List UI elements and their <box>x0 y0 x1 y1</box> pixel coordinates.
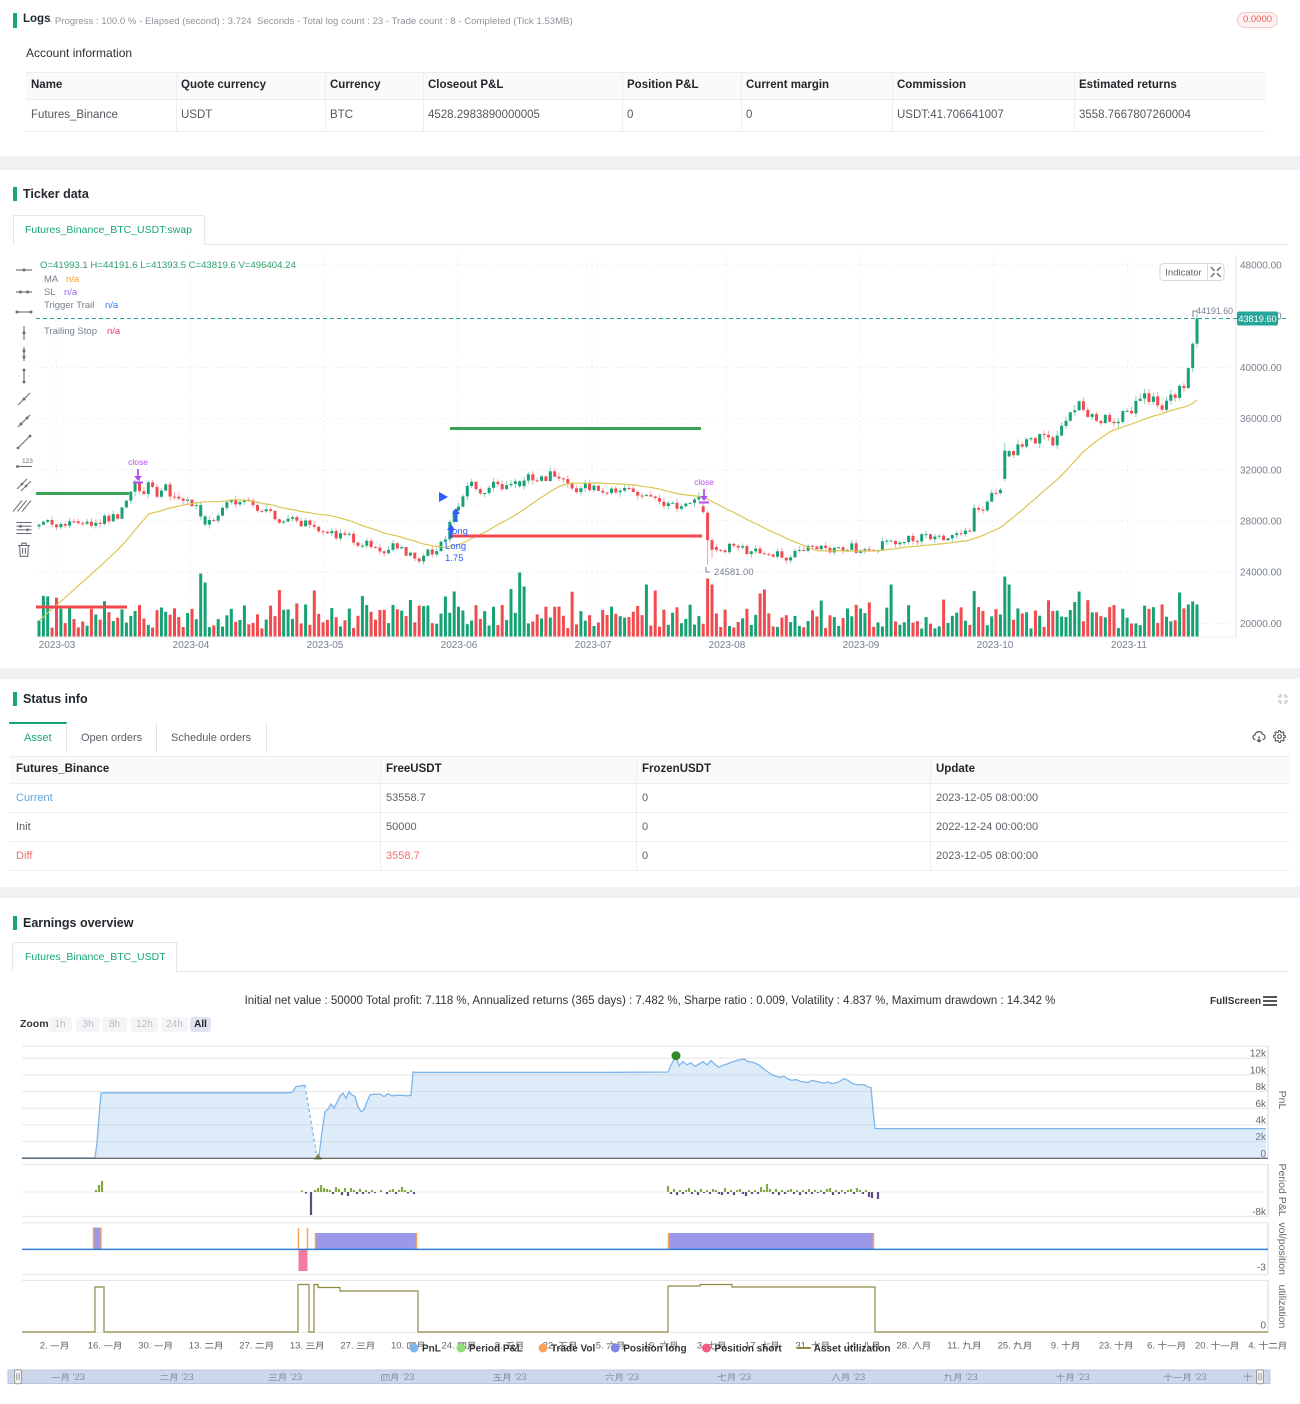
svg-text:2023-11: 2023-11 <box>1111 640 1147 651</box>
svg-text:20000.00: 20000.00 <box>1240 619 1282 630</box>
svg-text:'23: '23 <box>1075 1372 1090 1383</box>
svg-text:PnL: PnL <box>1276 1091 1288 1110</box>
svg-text:ong: ong <box>452 526 468 537</box>
svg-text:n/a: n/a <box>105 300 119 311</box>
svg-text:28.: 28. <box>897 1341 913 1352</box>
svg-text:MA: MA <box>44 274 59 285</box>
svg-text:Indicator: Indicator <box>1165 268 1201 279</box>
svg-text:'23: '23 <box>70 1372 85 1383</box>
svg-text:2023-10: 2023-10 <box>977 640 1014 651</box>
svg-text:25.: 25. <box>998 1341 1014 1352</box>
svg-text:'23: '23 <box>850 1372 865 1383</box>
svg-text:'23: '23 <box>512 1372 527 1383</box>
svg-text:n/a: n/a <box>107 326 121 337</box>
svg-text:17.: 17. <box>745 1341 761 1352</box>
svg-text:10.: 10. <box>391 1341 407 1352</box>
svg-text:2k: 2k <box>1255 1132 1267 1143</box>
svg-text:123: 123 <box>22 458 33 465</box>
svg-text:24.: 24. <box>442 1341 458 1352</box>
svg-text:Long: Long <box>445 541 466 552</box>
svg-text:14.: 14. <box>846 1341 862 1352</box>
svg-text:22.: 22. <box>543 1341 559 1352</box>
svg-text:Period P&L: Period P&L <box>469 1344 523 1355</box>
svg-text:Period P&L: Period P&L <box>1276 1163 1288 1216</box>
svg-text:28000.00: 28000.00 <box>1240 517 1282 528</box>
svg-text:close: close <box>128 457 148 467</box>
svg-text:'23: '23 <box>179 1372 194 1383</box>
svg-text:'23: '23 <box>1192 1372 1207 1383</box>
svg-text:'23: '23 <box>624 1372 639 1383</box>
svg-text:30.: 30. <box>138 1341 154 1352</box>
svg-text:O=41993.1 H=44191.6 L=41393.5: O=41993.1 H=44191.6 L=41393.5 C=43819.6 … <box>40 260 296 271</box>
svg-text:5.: 5. <box>596 1341 607 1352</box>
svg-text:'23: '23 <box>736 1372 751 1383</box>
svg-text:0: 0 <box>1260 1149 1266 1160</box>
svg-text:10k: 10k <box>1250 1065 1267 1076</box>
svg-text:6.: 6. <box>1147 1341 1158 1352</box>
svg-text:0: 0 <box>1260 1321 1266 1332</box>
svg-text:vol/position: vol/position <box>1276 1222 1288 1275</box>
svg-text:-3: -3 <box>1257 1263 1266 1274</box>
svg-text:n/a: n/a <box>66 274 80 285</box>
svg-text:2.: 2. <box>40 1341 51 1352</box>
svg-text:48000.00: 48000.00 <box>1240 261 1282 272</box>
svg-text:27.: 27. <box>239 1341 255 1352</box>
svg-text:6k: 6k <box>1255 1099 1267 1110</box>
svg-text:23.: 23. <box>1099 1341 1115 1352</box>
svg-text:n/a: n/a <box>64 287 78 298</box>
svg-text:2023-07: 2023-07 <box>575 640 612 651</box>
svg-text:Trailing Stop: Trailing Stop <box>44 326 97 337</box>
svg-text:utilization: utilization <box>1276 1285 1288 1329</box>
svg-text:'23: '23 <box>400 1372 415 1383</box>
svg-text:44191.60: 44191.60 <box>1196 306 1233 316</box>
svg-text:'23: '23 <box>287 1372 302 1383</box>
svg-text:8k: 8k <box>1255 1082 1267 1093</box>
svg-text:43819.60: 43819.60 <box>1238 314 1276 324</box>
svg-text:11.: 11. <box>947 1341 962 1352</box>
svg-text:36000.00: 36000.00 <box>1240 414 1282 425</box>
svg-text:2023-06: 2023-06 <box>441 640 478 651</box>
svg-text:32000.00: 32000.00 <box>1240 465 1282 476</box>
svg-text:27.: 27. <box>340 1341 356 1352</box>
svg-text:1.75: 1.75 <box>445 553 464 564</box>
svg-text:13.: 13. <box>290 1341 306 1352</box>
svg-text:Asset utilization: Asset utilization <box>814 1344 891 1355</box>
svg-text:Trade Vol: Trade Vol <box>551 1344 595 1355</box>
svg-text:2023-05: 2023-05 <box>307 640 344 651</box>
svg-text:Trigger Trail: Trigger Trail <box>44 300 94 311</box>
svg-text:PnL: PnL <box>422 1344 441 1355</box>
svg-text:40000.00: 40000.00 <box>1240 363 1282 374</box>
svg-text:20.: 20. <box>1195 1341 1211 1352</box>
svg-text:3.: 3. <box>697 1341 708 1352</box>
svg-text:'23: '23 <box>963 1372 978 1383</box>
svg-text:close: close <box>694 477 714 487</box>
svg-text:13.: 13. <box>189 1341 205 1352</box>
svg-text:16.: 16. <box>88 1341 104 1352</box>
svg-text:12k: 12k <box>1250 1049 1267 1060</box>
svg-text:4.: 4. <box>1248 1341 1259 1352</box>
svg-text:SL: SL <box>44 287 56 298</box>
svg-text:24000.00: 24000.00 <box>1240 568 1282 579</box>
svg-text:4k: 4k <box>1255 1115 1267 1126</box>
svg-text:9.: 9. <box>1051 1341 1062 1352</box>
svg-text:19.: 19. <box>644 1341 660 1352</box>
svg-text:Position short: Position short <box>715 1344 783 1355</box>
svg-text:31.: 31. <box>795 1341 811 1352</box>
svg-text:2023-09: 2023-09 <box>843 640 880 651</box>
svg-text:8.: 8. <box>495 1341 506 1352</box>
svg-text:24581.00: 24581.00 <box>714 567 754 578</box>
svg-text:2023-04: 2023-04 <box>173 640 210 651</box>
svg-text:2023-03: 2023-03 <box>39 640 76 651</box>
svg-text:2023-08: 2023-08 <box>709 640 746 651</box>
svg-text:Position long: Position long <box>623 1344 686 1355</box>
svg-text:-8k: -8k <box>1252 1207 1267 1218</box>
